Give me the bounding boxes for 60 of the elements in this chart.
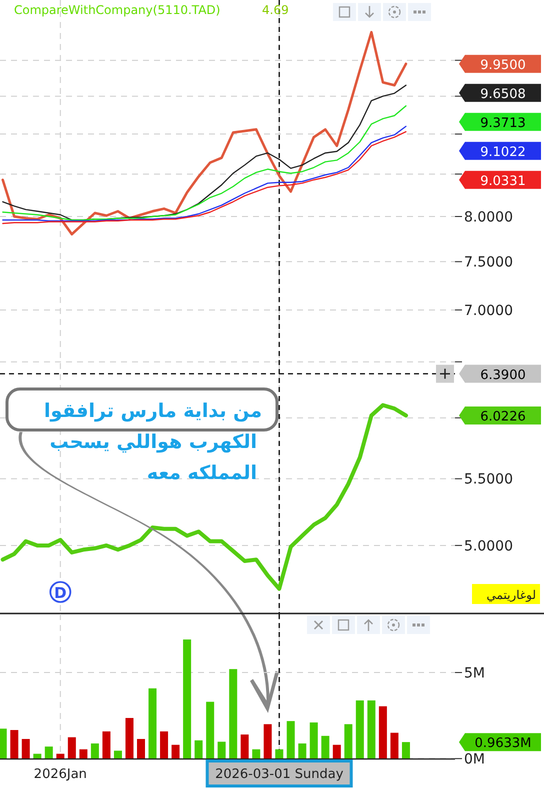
- bar: [229, 669, 238, 759]
- bar: [310, 722, 318, 759]
- bar: [10, 730, 18, 759]
- ref-line-label: 6.3900: [480, 368, 526, 383]
- text: 9.1022: [480, 144, 526, 160]
- text: 6.0226: [480, 410, 526, 425]
- bar: [298, 743, 306, 759]
- bar: [137, 738, 145, 759]
- bar: [218, 742, 226, 759]
- y-tick-label: 7.5000: [464, 254, 513, 271]
- bar: [90, 743, 99, 759]
- bar: [183, 639, 192, 759]
- line-series: [2, 105, 407, 221]
- text: 9.0331: [480, 174, 526, 189]
- y-tick-label: 7.0000: [464, 302, 513, 319]
- text: 9.9500: [480, 58, 526, 73]
- bar: [44, 746, 53, 759]
- bar: [160, 731, 168, 759]
- bar: [22, 738, 30, 759]
- bar: [356, 700, 364, 759]
- y-tick-label: 5M: [464, 666, 485, 682]
- text: 9.3713: [480, 116, 526, 131]
- bar: [321, 736, 330, 759]
- bar: [79, 749, 88, 759]
- bar: [125, 718, 134, 759]
- bar: [206, 702, 214, 759]
- bar: [344, 724, 352, 759]
- y-tick-label: 5.0000: [464, 538, 513, 554]
- bar: [252, 749, 260, 759]
- annotation: D: [54, 584, 67, 602]
- line-series: [2, 30, 408, 236]
- bar: [240, 734, 249, 759]
- bar: [402, 742, 410, 759]
- y-tick-label: 5.5000: [464, 472, 513, 488]
- bar: [390, 732, 398, 759]
- chart-title: CompareWithCompany(5110.TAD): [14, 3, 220, 17]
- bar: [148, 688, 157, 759]
- bar: [0, 728, 7, 759]
- text: 9.6508: [480, 86, 526, 102]
- bar: [286, 721, 295, 759]
- text: 0.9633M: [474, 736, 532, 752]
- text: لوغاريتمي: [486, 588, 536, 602]
- bar: [33, 754, 42, 759]
- annotation: من بداية مارس ترافقوا الكهرب هواللي يسحب المملكه معه: [44, 400, 262, 484]
- bar: [194, 740, 203, 759]
- bar: [102, 731, 110, 759]
- chart-subtitle: 4.69: [262, 3, 289, 17]
- y-tick-label: 0M: [464, 752, 485, 768]
- y-tick-label: 8.0000: [464, 209, 513, 226]
- x-tick-label: 2026Jan: [34, 767, 87, 782]
- bar: [367, 700, 376, 759]
- bar: [68, 737, 76, 759]
- bar: [275, 749, 284, 759]
- bar: [172, 744, 180, 759]
- x-tick-label: 2026-03-01 Sunday: [215, 767, 344, 782]
- bar: [56, 754, 64, 759]
- bar: [378, 706, 387, 759]
- bar: [114, 750, 122, 759]
- bar: [332, 744, 341, 759]
- bar: [264, 724, 272, 759]
